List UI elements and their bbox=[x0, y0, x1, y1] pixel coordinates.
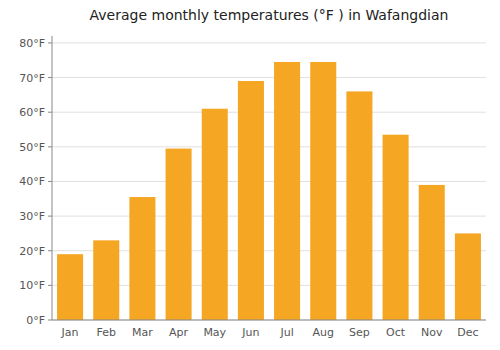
bar bbox=[310, 62, 336, 320]
x-tick-label: Oct bbox=[386, 326, 406, 339]
y-tick-label: 40°F bbox=[19, 175, 45, 188]
y-axis: 0°F 10°F 20°F 30°F 40°F 50°F 60°F 70°F 80°F bbox=[19, 36, 52, 327]
y-tick bbox=[48, 42, 52, 43]
y-tick-label: 20°F bbox=[19, 245, 45, 258]
y-tick-label: 60°F bbox=[19, 106, 45, 119]
y-tick bbox=[48, 285, 52, 286]
x-tick-label: Dec bbox=[457, 326, 478, 339]
x-axis: Jan Feb Mar Apr May Jun Jul Aug Sep Oct Nov Dec bbox=[52, 320, 486, 339]
page: {"chart_data": {"type": "bar", "title": … bbox=[0, 0, 500, 350]
y-tick bbox=[48, 216, 52, 217]
bars bbox=[57, 62, 481, 320]
x-tick-label: Jul bbox=[279, 326, 293, 339]
y-tick-label: 0°F bbox=[26, 314, 45, 327]
x-tick-label: Apr bbox=[169, 326, 189, 339]
x-tick-label: Jun bbox=[241, 326, 259, 339]
x-tick-label: Feb bbox=[97, 326, 116, 339]
bar bbox=[57, 254, 83, 320]
grid-line bbox=[52, 320, 486, 321]
bar bbox=[419, 185, 445, 320]
bar bbox=[383, 135, 409, 320]
x-tick-label: Nov bbox=[421, 326, 443, 339]
y-tick-label: 70°F bbox=[19, 72, 45, 85]
x-tick-label: Mar bbox=[132, 326, 153, 339]
y-tick bbox=[48, 181, 52, 182]
bar bbox=[93, 240, 119, 320]
bar bbox=[238, 81, 264, 320]
y-axis-line bbox=[52, 36, 53, 320]
grid-line bbox=[52, 77, 486, 78]
bar bbox=[274, 62, 300, 320]
y-tick bbox=[48, 77, 52, 78]
grid-line bbox=[52, 42, 486, 43]
x-tick-label: Sep bbox=[349, 326, 370, 339]
y-tick-label: 30°F bbox=[19, 210, 45, 223]
x-tick-label: Jan bbox=[61, 326, 79, 339]
grid-line bbox=[52, 146, 486, 147]
x-tick-label: May bbox=[203, 326, 226, 339]
y-tick bbox=[48, 146, 52, 147]
y-tick bbox=[48, 320, 52, 321]
x-axis-line bbox=[52, 320, 486, 321]
grid bbox=[52, 43, 486, 320]
bar bbox=[346, 91, 372, 320]
bar bbox=[455, 233, 481, 320]
y-tick-label: 10°F bbox=[19, 279, 45, 292]
y-tick bbox=[48, 250, 52, 251]
grid-line bbox=[52, 181, 486, 182]
bar bbox=[202, 109, 228, 320]
x-tick-label: Aug bbox=[313, 326, 334, 339]
y-tick bbox=[48, 112, 52, 113]
y-tick-label: 50°F bbox=[19, 141, 45, 154]
chart-svg: Average monthly temperatures (°F ) in Wa… bbox=[0, 0, 500, 350]
grid-line bbox=[52, 112, 486, 113]
title: Average monthly temperatures (°F ) in Wa… bbox=[90, 7, 449, 23]
bar bbox=[166, 149, 192, 320]
chart-container: Average monthly temperatures (°F ) in Wa… bbox=[0, 0, 500, 350]
bar bbox=[129, 197, 155, 320]
y-tick-label: 80°F bbox=[19, 37, 45, 50]
